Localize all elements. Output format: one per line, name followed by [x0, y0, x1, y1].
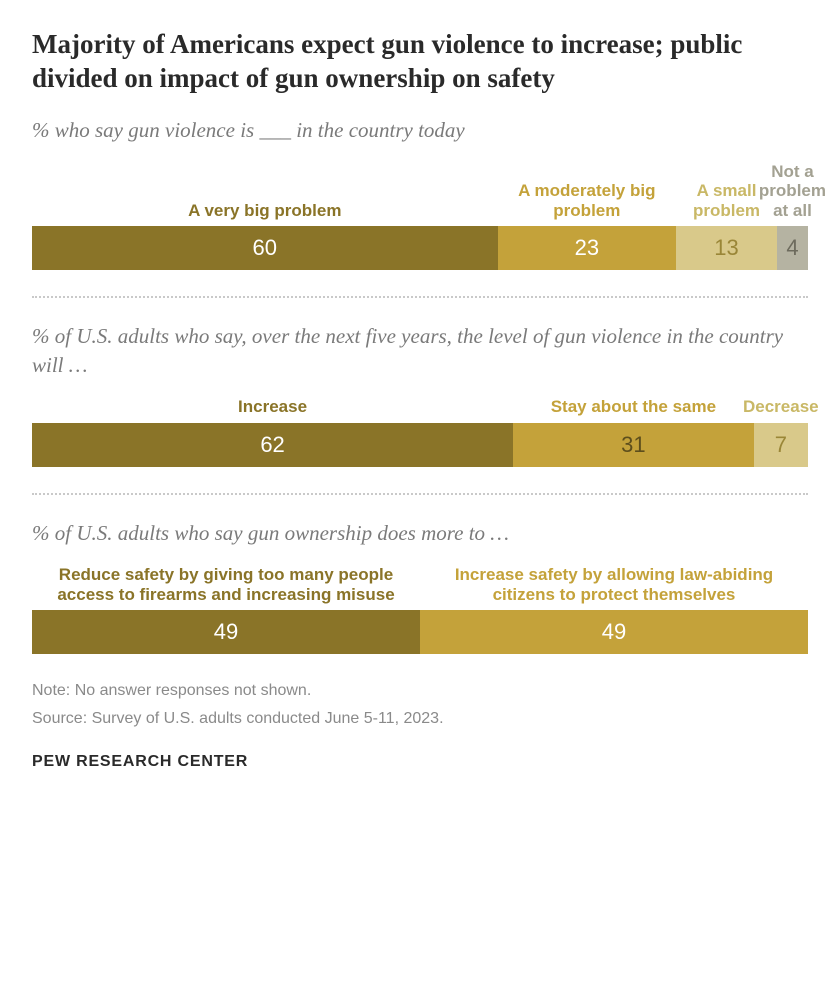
chart-3-seg-1: 49: [420, 610, 808, 654]
chart-3-label-1: Increase safety by allowing law-abiding …: [420, 565, 808, 610]
chart-1-label-3: Not a problem at all: [777, 162, 808, 227]
note-line-1: Note: No answer responses not shown.: [32, 680, 808, 702]
page-title: Majority of Americans expect gun violenc…: [32, 28, 808, 96]
chart-1-seg-0: 60: [32, 226, 498, 270]
chart-1-seg-2: 13: [676, 226, 777, 270]
chart-2-bar: 62 31 7: [32, 423, 808, 467]
chart-1: % who say gun violence is ___ in the cou…: [32, 116, 808, 271]
brand-footer: PEW RESEARCH CENTER: [32, 753, 808, 771]
chart-2-seg-1: 31: [513, 423, 754, 467]
chart-2-seg-2: 7: [754, 423, 808, 467]
chart-2-seg-0: 62: [32, 423, 513, 467]
chart-1-seg-1: 23: [498, 226, 676, 270]
chart-3: % of U.S. adults who say gun ownership d…: [32, 519, 808, 654]
chart-2-subhead: % of U.S. adults who say, over the next …: [32, 322, 808, 379]
chart-3-seg-0: 49: [32, 610, 420, 654]
chart-3-label-0: Reduce safety by giving too many people …: [32, 565, 420, 610]
chart-2-label-0: Increase: [32, 397, 513, 423]
chart-1-bar: 60 23 13 4: [32, 226, 808, 270]
chart-1-label-1: A moderately big problem: [498, 162, 676, 227]
divider-2: [32, 493, 808, 495]
divider-1: [32, 296, 808, 298]
chart-3-subhead: % of U.S. adults who say gun ownership d…: [32, 519, 808, 547]
chart-3-bar: 49 49: [32, 610, 808, 654]
chart-1-seg-3: 4: [777, 226, 808, 270]
chart-2: % of U.S. adults who say, over the next …: [32, 322, 808, 466]
chart-2-label-1: Stay about the same: [513, 397, 754, 423]
chart-1-subhead: % who say gun violence is ___ in the cou…: [32, 116, 808, 144]
chart-3-labels: Reduce safety by giving too many people …: [32, 565, 808, 610]
chart-2-labels: Increase Stay about the same Decrease: [32, 397, 808, 423]
chart-1-label-0: A very big problem: [32, 162, 498, 227]
chart-2-label-2: Decrease: [754, 397, 808, 423]
note-line-2: Source: Survey of U.S. adults conducted …: [32, 708, 808, 730]
chart-1-labels: A very big problem A moderately big prob…: [32, 162, 808, 227]
